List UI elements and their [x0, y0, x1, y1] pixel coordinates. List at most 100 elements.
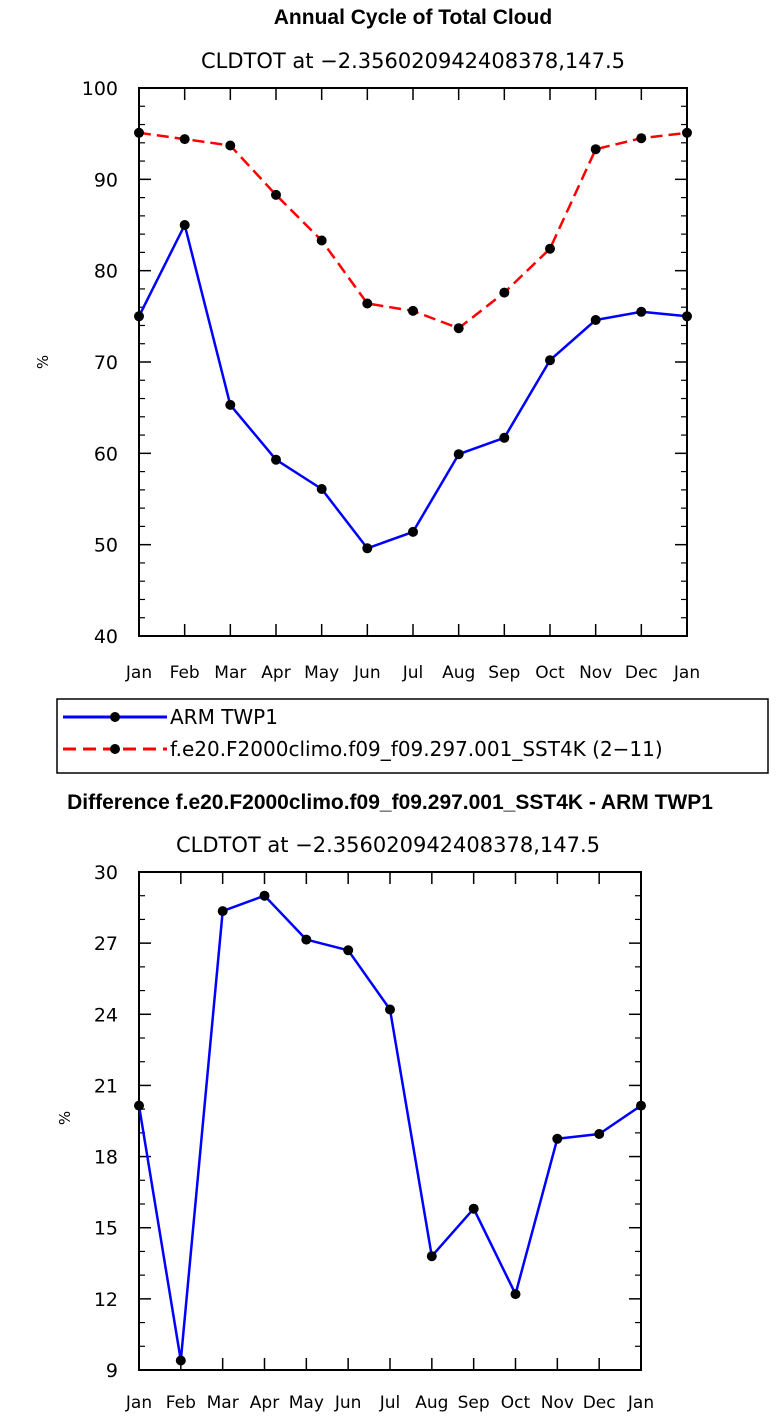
y-tick-label: 40	[94, 626, 118, 648]
x-tick-label: Apr	[261, 663, 290, 683]
x-tick-label: May	[304, 663, 339, 683]
data-point	[499, 287, 510, 298]
x-tick-label: Apr	[250, 1393, 279, 1413]
legend-marker-model	[110, 744, 120, 754]
data-point	[594, 1129, 605, 1139]
data-point	[362, 543, 373, 554]
x-tick-label: Jun	[334, 1393, 362, 1413]
data-point	[316, 484, 327, 494]
data-point	[468, 1203, 479, 1214]
data-point	[385, 1004, 395, 1015]
y-tick-label: 27	[94, 933, 118, 955]
y-tick-label: 18	[94, 1147, 118, 1169]
y-tick-label: 24	[94, 1004, 118, 1026]
data-point	[343, 945, 354, 956]
chart-subtitle: CLDTOT at −2.356020942408378,147.5	[176, 833, 600, 857]
data-point	[453, 323, 464, 334]
legend-entry-model: f.e20.F2000climo.f09_f09.297.001_SST4K (…	[63, 737, 663, 761]
data-point	[271, 454, 281, 465]
data-point	[134, 311, 144, 322]
data-point	[408, 526, 418, 537]
data-point	[552, 1133, 563, 1144]
data-point	[545, 243, 555, 254]
x-tick-label: Sep	[488, 663, 520, 683]
y-tick-label: 15	[94, 1218, 118, 1240]
y-tick-label: 90	[94, 169, 118, 191]
data-point	[545, 355, 555, 366]
series-line-0	[137, 223, 688, 550]
legend-box	[56, 698, 769, 774]
legend-label-model: f.e20.F2000climo.f09_f09.297.001_SST4K (…	[170, 737, 663, 761]
data-point	[590, 315, 601, 325]
data-point	[682, 311, 692, 322]
chart-subtitle: CLDTOT at −2.356020942408378,147.5	[201, 49, 625, 73]
data-point	[453, 449, 464, 460]
data-point	[636, 1100, 646, 1111]
x-tick-label: Nov	[579, 663, 612, 683]
x-tick-label: Sep	[458, 1393, 490, 1413]
data-point	[225, 140, 236, 151]
x-tick-label: Jan	[627, 1393, 654, 1413]
x-tick-label: Mar	[207, 1393, 239, 1413]
x-tick-label: Jun	[353, 663, 381, 683]
data-point	[362, 298, 373, 309]
data-point	[134, 127, 144, 138]
x-tick-label: Dec	[583, 1393, 616, 1413]
data-point	[179, 220, 190, 230]
data-point	[316, 235, 327, 246]
chart-annual-cycle: Annual Cycle of Total Cloud CLDTOT at −2…	[34, 6, 700, 683]
plot-frame	[138, 871, 642, 1371]
series-line-1	[138, 131, 688, 330]
legend-marker-arm	[110, 712, 120, 722]
data-point	[217, 906, 228, 917]
y-axis-label: %	[34, 355, 52, 369]
x-tick-label: Nov	[541, 1393, 574, 1413]
y-tick-label: 80	[94, 261, 118, 283]
chart-difference: Difference f.e20.F2000climo.f09_f09.297.…	[56, 791, 713, 1413]
data-point	[225, 399, 236, 410]
x-tick-label: Aug	[442, 663, 475, 683]
y-tick-label: 12	[94, 1289, 118, 1311]
chart-title: Difference f.e20.F2000climo.f09_f09.297.…	[67, 791, 713, 814]
data-point	[134, 1100, 144, 1111]
legend-entry-arm: ARM TWP1	[63, 705, 278, 729]
x-tick-label: Aug	[415, 1393, 448, 1413]
chart-title: Annual Cycle of Total Cloud	[274, 6, 552, 29]
y-tick-label: 50	[94, 535, 118, 557]
data-point	[271, 189, 281, 200]
series-line-0	[137, 894, 642, 1362]
data-point	[301, 934, 312, 945]
data-point	[590, 144, 601, 155]
data-point	[636, 133, 647, 144]
y-tick-label: 21	[94, 1075, 118, 1097]
x-tick-label: Jan	[125, 663, 152, 683]
legend: ARM TWP1 f.e20.F2000climo.f09_f09.297.00…	[56, 698, 769, 774]
y-axis-label: %	[56, 1111, 74, 1125]
y-tick-label: 60	[94, 443, 118, 465]
data-point	[408, 305, 418, 316]
data-point	[259, 890, 270, 901]
x-tick-label: Jan	[673, 663, 700, 683]
x-tick-label: May	[289, 1393, 324, 1413]
legend-label-arm: ARM TWP1	[170, 705, 278, 729]
data-point	[499, 432, 510, 443]
data-point	[636, 306, 647, 317]
x-tick-label: Feb	[166, 1393, 196, 1413]
x-tick-label: Jan	[125, 1393, 152, 1413]
x-tick-label: Mar	[214, 663, 246, 683]
data-point	[510, 1289, 521, 1300]
x-tick-label: Jul	[402, 663, 424, 683]
x-tick-label: Jul	[379, 1393, 401, 1413]
x-tick-label: Oct	[501, 1393, 531, 1413]
data-point	[426, 1251, 437, 1262]
y-tick-label: 100	[82, 78, 118, 100]
y-tick-label: 70	[94, 352, 118, 374]
y-tick-label: 30	[94, 862, 118, 884]
x-tick-label: Feb	[170, 663, 200, 683]
x-tick-label: Dec	[625, 663, 658, 683]
x-tick-label: Oct	[535, 663, 565, 683]
plot-frame	[138, 87, 688, 637]
data-point	[682, 127, 692, 138]
data-point	[179, 134, 190, 145]
